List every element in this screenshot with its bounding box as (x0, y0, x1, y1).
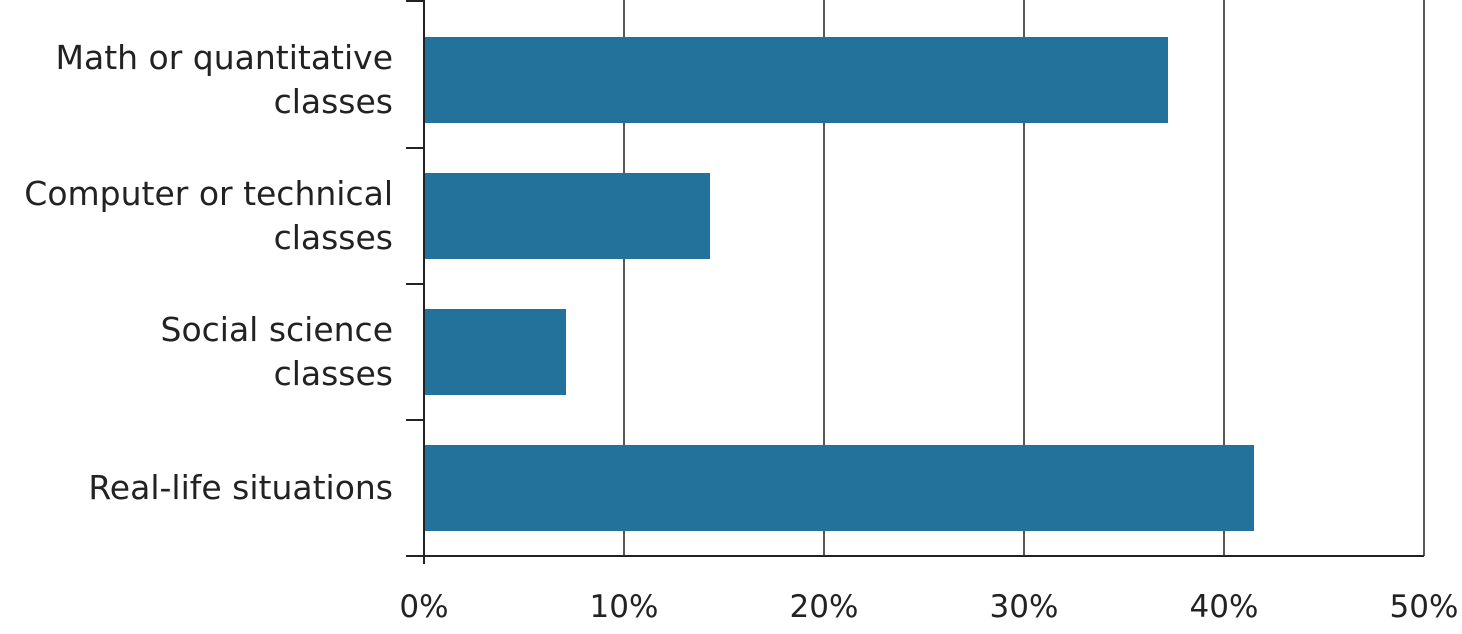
x-tick-label: 10% (590, 589, 659, 625)
bar (424, 445, 1254, 531)
x-tick-label: 20% (790, 589, 859, 625)
category-label: Real-life situations (88, 468, 393, 507)
bar (424, 37, 1168, 123)
category-label: classes (274, 218, 393, 257)
category-label: classes (274, 82, 393, 121)
x-tick-label: 50% (1390, 589, 1459, 625)
category-label: Math or quantitative (56, 38, 394, 77)
x-tick-label: 0% (399, 589, 448, 625)
category-label: classes (274, 354, 393, 393)
category-label: Social science (161, 310, 394, 349)
category-label: Computer or technical (24, 174, 393, 213)
x-tick-label: 40% (1190, 589, 1259, 625)
bar (424, 309, 566, 395)
x-tick-label: 30% (990, 589, 1059, 625)
bar (424, 173, 710, 259)
